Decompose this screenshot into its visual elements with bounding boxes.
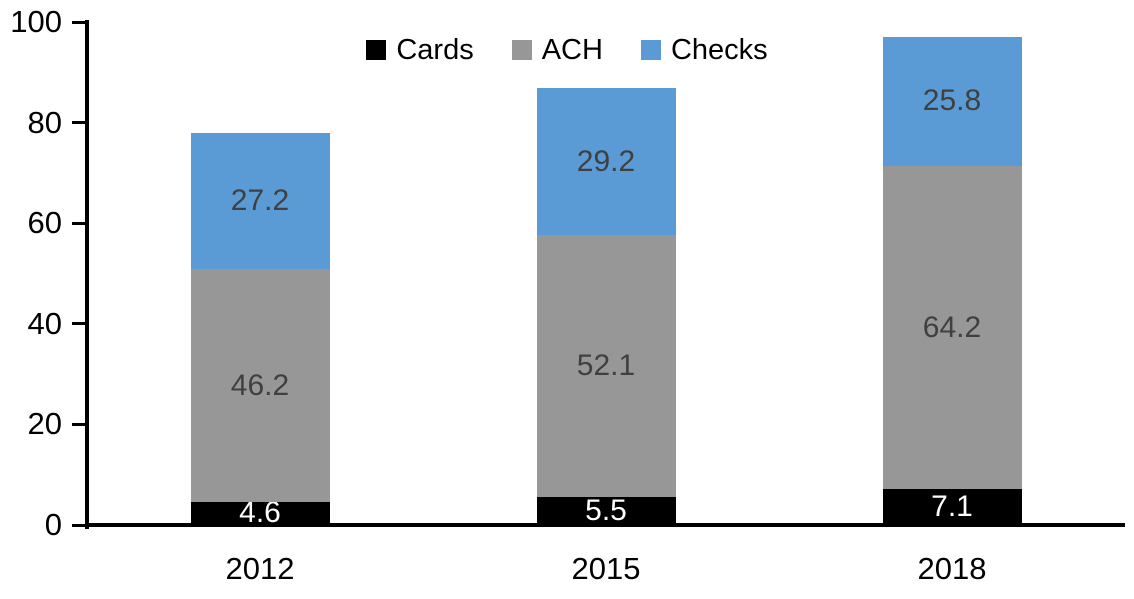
legend-swatch-checks bbox=[640, 40, 661, 60]
y-tick-mark bbox=[72, 422, 85, 426]
y-tick-label: 80 bbox=[27, 104, 62, 140]
legend-label: Checks bbox=[670, 34, 768, 66]
bar-segment-cards-2015: 5.5 bbox=[536, 494, 676, 528]
bar-value-label: 25.8 bbox=[922, 84, 982, 118]
bar-value-label: 52.1 bbox=[576, 349, 636, 383]
y-tick-label: 0 bbox=[44, 507, 62, 542]
bar-segment-checks-2018: 25.8 bbox=[882, 36, 1022, 167]
y-tick-mark bbox=[72, 523, 85, 527]
y-tick-label: 40 bbox=[27, 305, 62, 341]
chart-legend: Cards ACH Checks bbox=[0, 33, 1134, 67]
y-tick-mark bbox=[72, 221, 85, 225]
legend-label: ACH bbox=[541, 34, 603, 66]
y-tick-label: 60 bbox=[27, 205, 62, 241]
legend-swatch-cards bbox=[366, 40, 387, 60]
y-tick-mark bbox=[72, 20, 85, 24]
x-axis-label-2012: 2012 bbox=[225, 551, 295, 586]
x-axis-label-2015: 2015 bbox=[571, 551, 641, 586]
y-tick-mark bbox=[72, 322, 85, 326]
x-axis-label-2018: 2018 bbox=[917, 551, 987, 586]
bar-segment-checks-2012: 27.2 bbox=[190, 132, 330, 270]
bar-segment-ach-2012: 46.2 bbox=[190, 269, 330, 502]
legend-item-ach: ACH bbox=[511, 33, 603, 67]
bar-segment-ach-2015: 52.1 bbox=[536, 235, 676, 498]
bar-segment-cards-2018: 7.1 bbox=[882, 489, 1022, 525]
y-axis-line bbox=[85, 20, 89, 529]
bar-segment-checks-2015: 29.2 bbox=[536, 88, 676, 236]
bar-value-label: 64.2 bbox=[922, 310, 982, 344]
y-tick-mark bbox=[72, 121, 85, 125]
bar-value-label: 7.1 bbox=[931, 490, 973, 524]
legend-item-checks: Checks bbox=[640, 33, 768, 67]
y-tick-label: 100 bbox=[10, 4, 62, 39]
bar-segment-ach-2018: 64.2 bbox=[882, 166, 1022, 490]
legend-label: Cards bbox=[396, 34, 474, 66]
bar-value-label: 5.5 bbox=[585, 494, 627, 528]
x-axis-line bbox=[85, 523, 1125, 527]
bar-value-label: 4.6 bbox=[239, 496, 281, 530]
bar-value-label: 27.2 bbox=[230, 184, 290, 218]
bar-segment-cards-2012: 4.6 bbox=[190, 496, 330, 529]
y-tick-label: 20 bbox=[27, 406, 62, 442]
bar-value-label: 29.2 bbox=[576, 144, 636, 178]
bar-value-label: 46.2 bbox=[230, 368, 290, 402]
legend-swatch-ach bbox=[511, 40, 532, 60]
legend-item-cards: Cards bbox=[366, 33, 474, 67]
